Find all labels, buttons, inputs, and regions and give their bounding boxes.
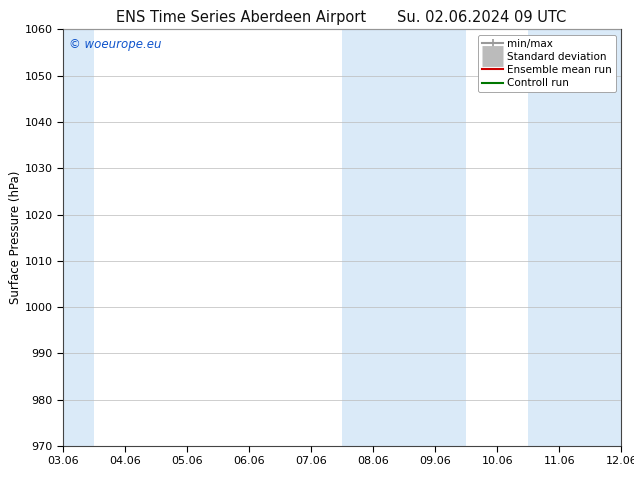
Bar: [528, 29, 621, 446]
Legend: min/max, Standard deviation, Ensemble mean run, Controll run: min/max, Standard deviation, Ensemble me…: [478, 35, 616, 92]
Text: Su. 02.06.2024 09 UTC: Su. 02.06.2024 09 UTC: [398, 10, 566, 25]
Text: © woeurope.eu: © woeurope.eu: [69, 38, 162, 51]
Bar: [342, 29, 467, 446]
Bar: [63, 29, 94, 446]
Text: ENS Time Series Aberdeen Airport: ENS Time Series Aberdeen Airport: [116, 10, 366, 25]
Y-axis label: Surface Pressure (hPa): Surface Pressure (hPa): [9, 171, 22, 304]
